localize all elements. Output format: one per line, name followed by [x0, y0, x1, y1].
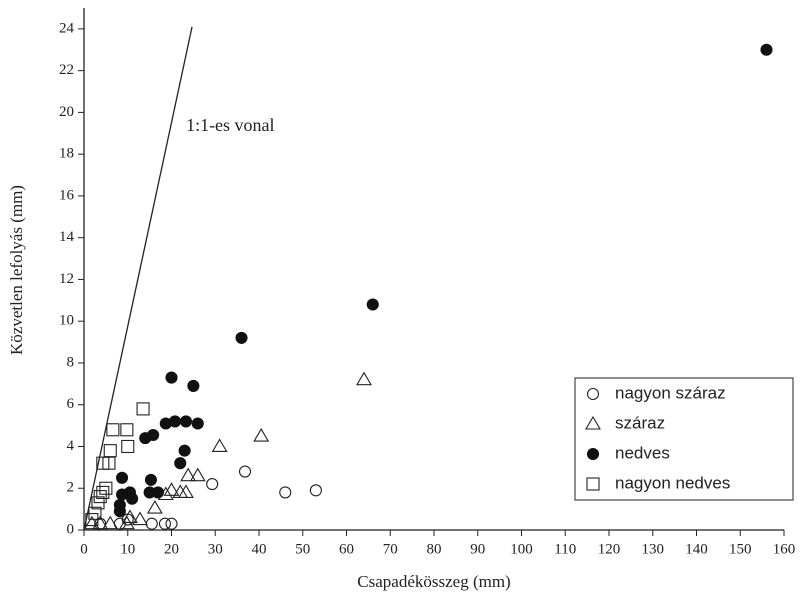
point	[91, 496, 105, 510]
point	[158, 517, 171, 530]
point	[92, 515, 109, 530]
reference-line	[83, 26, 193, 531]
x-tick-label: 80	[427, 541, 442, 557]
x-tick-label: 50	[295, 541, 310, 557]
x-tick-label: 30	[208, 541, 223, 557]
point	[356, 371, 372, 386]
point	[136, 402, 150, 416]
point	[180, 467, 197, 482]
point	[102, 515, 119, 530]
legend: nagyon száraz száraz nedves nagyon nedves	[574, 377, 794, 501]
legend-label: nedves	[615, 443, 670, 462]
legend-marker	[585, 415, 601, 430]
point	[366, 298, 379, 311]
point	[253, 427, 270, 442]
point	[118, 515, 135, 530]
point	[191, 417, 204, 430]
x-tick-label: 100	[510, 541, 533, 557]
x-tick-label: 70	[383, 541, 398, 557]
point	[178, 444, 191, 457]
y-tick-label: 10	[59, 313, 74, 329]
point	[121, 439, 135, 454]
y-axis-title: Közvetlen lefolyás (mm)	[7, 185, 26, 355]
x-tick-label: 90	[470, 541, 485, 557]
point	[211, 438, 228, 453]
legend-label: nagyon száraz	[615, 383, 726, 402]
y-tick-label: 4	[67, 438, 75, 454]
point	[760, 43, 773, 56]
y-tick-label: 22	[59, 62, 74, 78]
point	[103, 444, 117, 458]
point	[83, 515, 100, 530]
x-tick-label: 20	[164, 541, 179, 557]
x-tick-label: 130	[642, 541, 665, 557]
x-tick-label: 120	[598, 541, 621, 557]
point	[116, 471, 129, 484]
point	[96, 485, 110, 499]
y-tick-label: 24	[59, 20, 75, 36]
y-tick-label: 16	[59, 187, 75, 203]
point	[279, 486, 292, 499]
x-tick-label: 160	[773, 541, 796, 557]
point	[144, 473, 157, 486]
point	[187, 379, 200, 392]
x-tick-label: 10	[120, 541, 135, 557]
y-tick-label: 0	[67, 521, 75, 537]
point	[165, 371, 178, 384]
x-tick-label: 60	[339, 541, 354, 557]
y-tick-label: 14	[59, 229, 75, 245]
point	[235, 331, 248, 344]
point	[163, 482, 180, 496]
point	[85, 513, 99, 527]
point	[146, 499, 163, 514]
y-tick-label: 6	[67, 396, 75, 412]
x-tick-label: 140	[685, 541, 708, 557]
point	[116, 488, 129, 501]
legend-marker	[586, 477, 600, 491]
point	[159, 417, 172, 430]
y-tick-label: 2	[67, 480, 75, 496]
point	[145, 517, 158, 530]
legend-label: nagyon nedves	[615, 473, 730, 492]
point	[151, 486, 164, 499]
y-tick-label: 12	[59, 271, 74, 287]
point	[174, 457, 187, 470]
legend-label: száraz	[615, 413, 665, 432]
point	[132, 511, 148, 526]
y-tick-label: 20	[59, 104, 74, 120]
point	[179, 415, 192, 428]
point	[206, 478, 219, 491]
x-tick-label: 110	[554, 541, 576, 557]
x-tick-label: 0	[80, 541, 88, 557]
y-tick-label: 18	[59, 146, 74, 162]
point	[238, 465, 252, 478]
point	[126, 492, 139, 505]
point	[120, 423, 134, 437]
point	[189, 467, 206, 482]
x-tick-label: 150	[729, 541, 752, 557]
point	[102, 456, 116, 470]
x-axis-title: Csapadékösszeg (mm)	[357, 572, 510, 591]
legend-marker	[586, 447, 600, 461]
point	[139, 432, 152, 445]
point	[165, 517, 178, 530]
y-tick-label: 8	[67, 354, 75, 370]
point	[106, 423, 120, 437]
reference-line-label: 1:1-es vonal	[186, 115, 274, 135]
legend-marker	[586, 387, 600, 401]
x-tick-label: 40	[252, 541, 267, 557]
point	[309, 484, 322, 497]
point	[113, 505, 126, 518]
legend-box	[574, 377, 794, 501]
